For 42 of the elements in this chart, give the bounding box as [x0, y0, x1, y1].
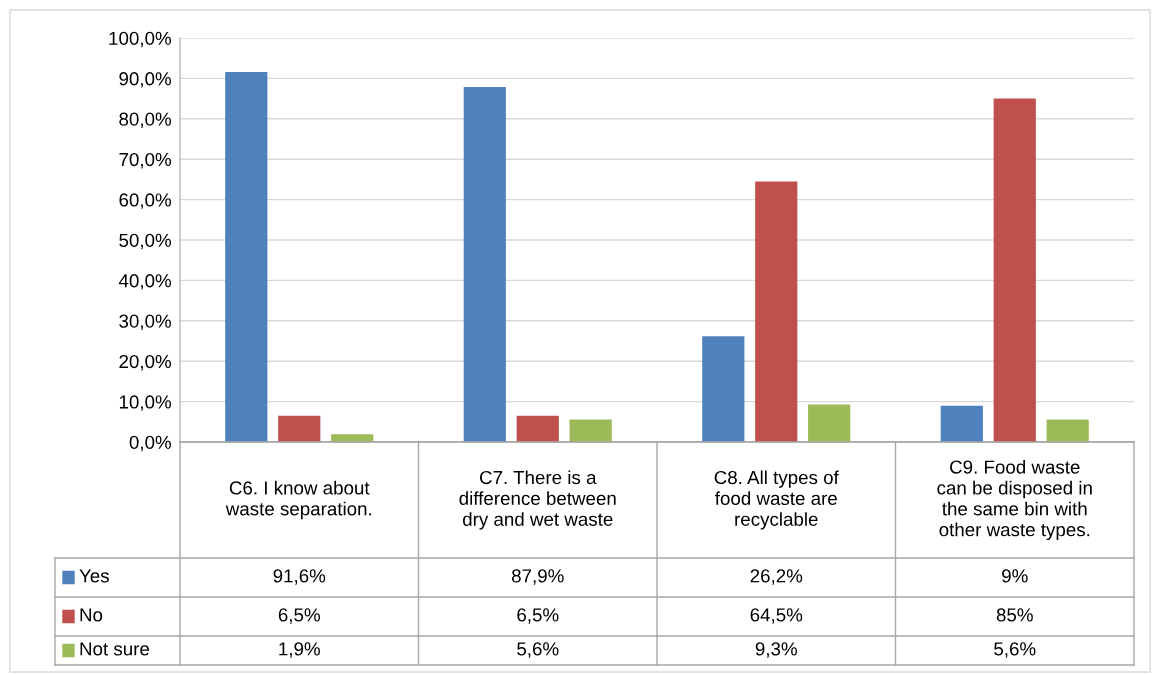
data-label: 91,6%: [273, 569, 326, 585]
y-tick-label: 0,0%: [129, 435, 171, 452]
y-tick-label: 80,0%: [119, 112, 171, 128]
y-tick-label: 50,0%: [119, 233, 171, 250]
y-tick-label: 60,0%: [119, 193, 171, 209]
legend-label: No: [80, 608, 103, 622]
bar: [940, 405, 983, 442]
data-label: 64,5%: [750, 608, 803, 624]
data-label: 85%: [996, 608, 1033, 622]
bar: [808, 404, 851, 442]
data-label: 9,3%: [755, 642, 797, 658]
y-tick-label: 20,0%: [119, 354, 171, 371]
bar: [702, 336, 745, 442]
data-label: 5,6%: [517, 642, 559, 658]
bar: [331, 434, 374, 442]
data-label: 6,5%: [278, 608, 320, 624]
y-tick-label: 100,0%: [109, 31, 171, 48]
bar: [1046, 419, 1089, 442]
data-label: 1,9%: [279, 642, 320, 658]
x-tick-label: C8. All types of food waste are recyclable: [714, 470, 839, 530]
bar: [755, 181, 798, 442]
legend-label: Yes: [79, 569, 109, 583]
bar: [993, 98, 1036, 442]
bar: [278, 415, 321, 442]
x-tick-label: C6. I know about waste separation.: [225, 480, 372, 520]
x-tick-label: C7. There is a difference between dry and wet waste: [459, 470, 616, 530]
legend-label: Not sure: [80, 642, 150, 656]
data-label: 6,5%: [517, 608, 559, 624]
y-tick-label: 90,0%: [119, 72, 171, 88]
y-tick-label: 30,0%: [119, 314, 171, 330]
data-label: 9%: [1002, 569, 1028, 583]
bar: [225, 71, 268, 442]
y-tick-label: 70,0%: [119, 152, 171, 169]
bar: [569, 419, 612, 442]
data-label: 87,9%: [511, 569, 564, 585]
y-tick-label: 40,0%: [118, 274, 171, 290]
x-tick-label: C9. Food waste can be disposed in the same bin with other waste types.: [937, 459, 1092, 541]
bar: [516, 415, 559, 442]
data-label: 26,2%: [750, 569, 803, 585]
y-tick-label: 10,0%: [119, 395, 171, 411]
data-label: 5,6%: [994, 642, 1036, 658]
bar: [463, 86, 506, 442]
